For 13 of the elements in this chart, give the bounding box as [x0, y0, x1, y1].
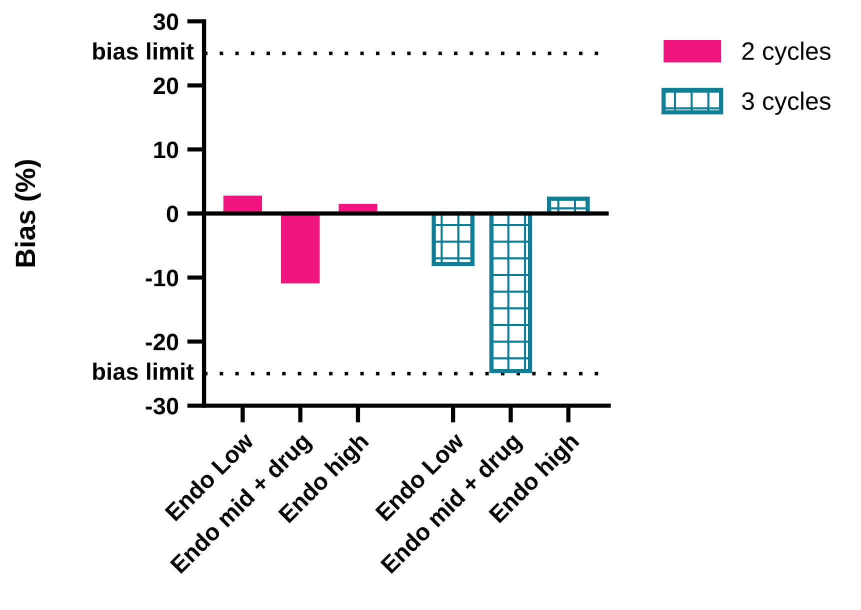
- bar: [281, 214, 320, 284]
- ref-line-label: bias limit: [93, 362, 194, 380]
- legend-label: 3 cycles: [742, 92, 831, 115]
- y-axis-title: Bias (%): [14, 160, 41, 266]
- y-tick-label: -20: [146, 334, 178, 350]
- legend-label: 2 cycles: [742, 42, 831, 65]
- y-tick-label: 10: [154, 142, 178, 158]
- y-tick-label: 0: [166, 206, 178, 222]
- y-tick-label: 30: [153, 13, 178, 30]
- y-tick-label: 20: [154, 77, 178, 94]
- y-tick-label: -30: [146, 398, 178, 414]
- y-tick-label: -10: [146, 270, 178, 286]
- ref-line-label: bias limit: [93, 42, 194, 60]
